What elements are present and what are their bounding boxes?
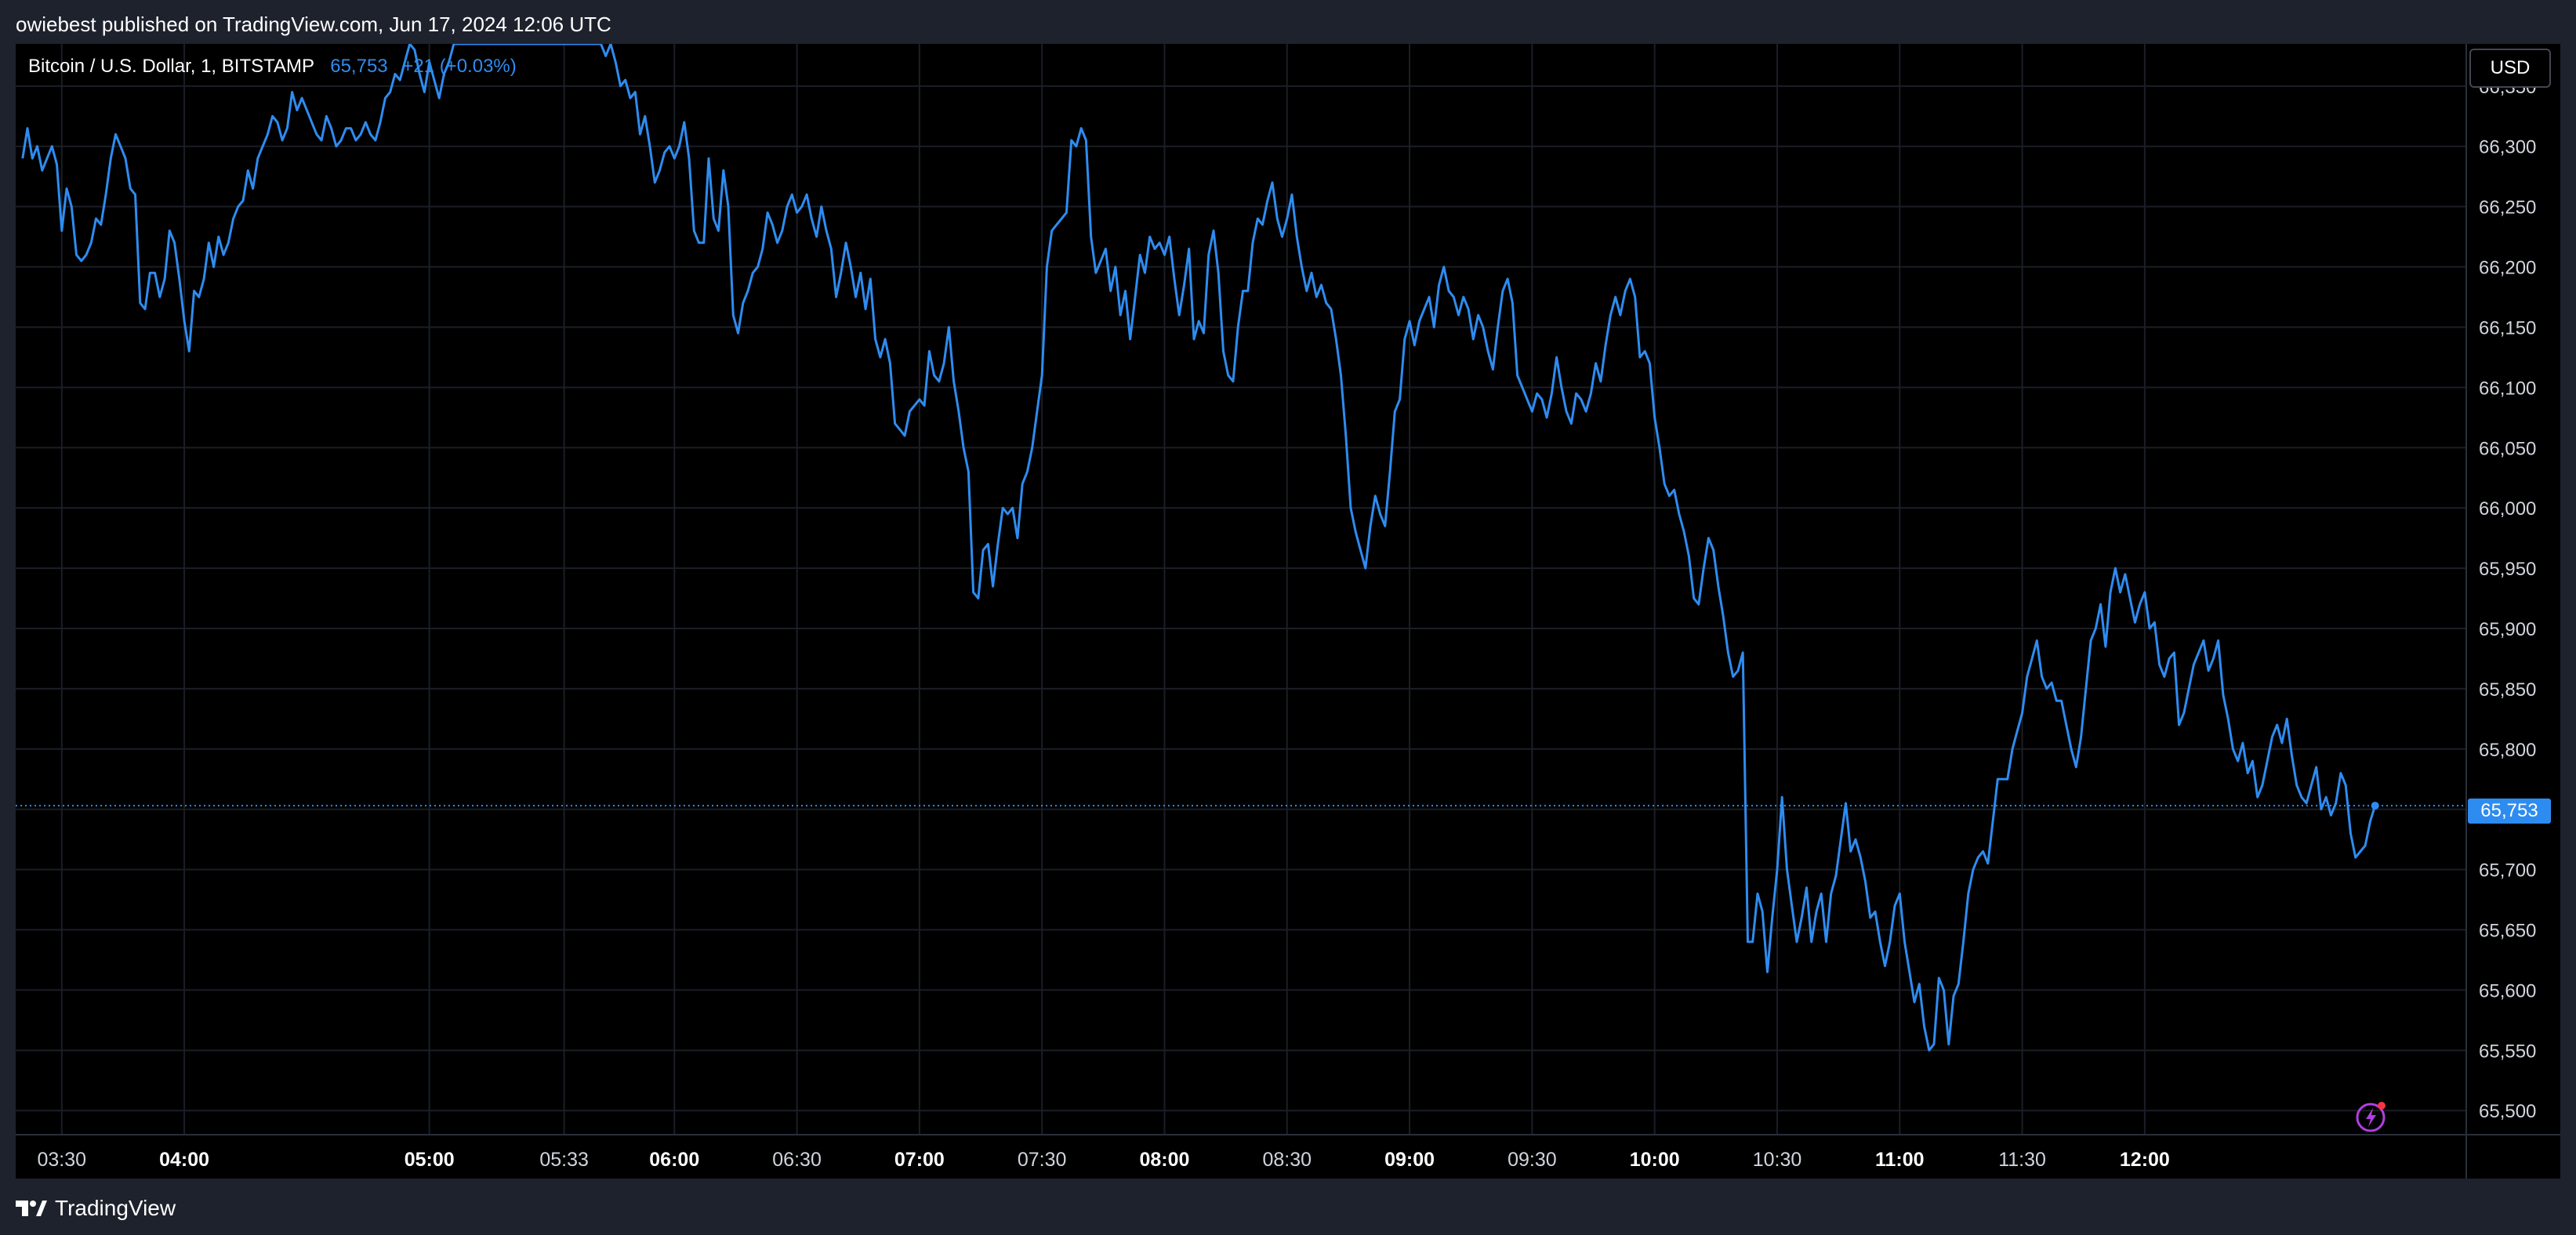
y-tick-label: 65,950 <box>2479 559 2536 580</box>
x-tick-label: 11:00 <box>1875 1149 1925 1171</box>
tv-logo-icon <box>16 1201 47 1216</box>
y-tick-label: 65,650 <box>2479 921 2536 942</box>
price-chart[interactable]: 65,50065,55065,60065,65065,70065,75065,8… <box>0 0 2576 1179</box>
price-series-line <box>21 44 2377 1052</box>
x-tick-label: 03:30 <box>37 1149 86 1171</box>
y-tick-label: 66,300 <box>2479 137 2536 158</box>
current-price-tag: 65,753 <box>2468 799 2551 824</box>
legend-price: 65,753 <box>330 56 388 77</box>
last-price-dot <box>2371 802 2379 810</box>
x-tick-label: 12:00 <box>2120 1149 2170 1171</box>
footer-bar <box>0 1179 2576 1235</box>
x-tick-label: 07:00 <box>894 1149 945 1171</box>
x-tick-label: 08:30 <box>1262 1149 1312 1171</box>
y-tick-label: 65,850 <box>2479 679 2536 701</box>
y-tick-label: 65,550 <box>2479 1041 2536 1062</box>
y-tick-label: 66,050 <box>2479 438 2536 459</box>
y-tick-label: 66,150 <box>2479 317 2536 339</box>
publish-header: owiebest published on TradingView.com, J… <box>0 0 2576 44</box>
y-tick-label: 65,900 <box>2479 619 2536 640</box>
symbol-title: Bitcoin / U.S. Dollar, 1, BITSTAMP <box>28 56 314 77</box>
y-tick-label: 65,800 <box>2479 740 2536 761</box>
x-tick-label: 04:00 <box>159 1149 209 1171</box>
publisher-text: owiebest published on TradingView.com, J… <box>16 13 611 36</box>
x-tick-label: 07:30 <box>1018 1149 1067 1171</box>
y-tick-label: 66,000 <box>2479 498 2536 520</box>
flash-alert-icon[interactable] <box>2355 1099 2389 1133</box>
y-tick-label: 66,100 <box>2479 378 2536 399</box>
chart-legend: Bitcoin / U.S. Dollar, 1, BITSTAMP 65,75… <box>28 55 517 78</box>
x-tick-label: 06:00 <box>649 1149 699 1171</box>
y-tick-label: 65,500 <box>2479 1101 2536 1122</box>
x-tick-label: 05:33 <box>539 1149 589 1171</box>
x-tick-label: 05:00 <box>405 1149 455 1171</box>
x-tick-label: 08:00 <box>1139 1149 1189 1171</box>
x-tick-label: 09:00 <box>1384 1149 1435 1171</box>
x-tick-label: 10:30 <box>1753 1149 1802 1171</box>
x-tick-label: 06:30 <box>772 1149 822 1171</box>
x-tick-label: 09:30 <box>1508 1149 1557 1171</box>
tradingview-logo[interactable]: TradingView <box>16 1196 176 1221</box>
currency-button[interactable]: USD <box>2469 49 2551 88</box>
legend-change: +21 (+0.03%) <box>402 56 517 77</box>
x-tick-label: 10:00 <box>1630 1149 1680 1171</box>
y-tick-label: 66,200 <box>2479 258 2536 279</box>
y-tick-label: 65,700 <box>2479 860 2536 882</box>
x-tick-label: 11:30 <box>1998 1149 2046 1171</box>
tradingview-brand: TradingView <box>55 1196 176 1220</box>
y-tick-label: 65,600 <box>2479 980 2536 1001</box>
y-tick-label: 66,250 <box>2479 197 2536 219</box>
